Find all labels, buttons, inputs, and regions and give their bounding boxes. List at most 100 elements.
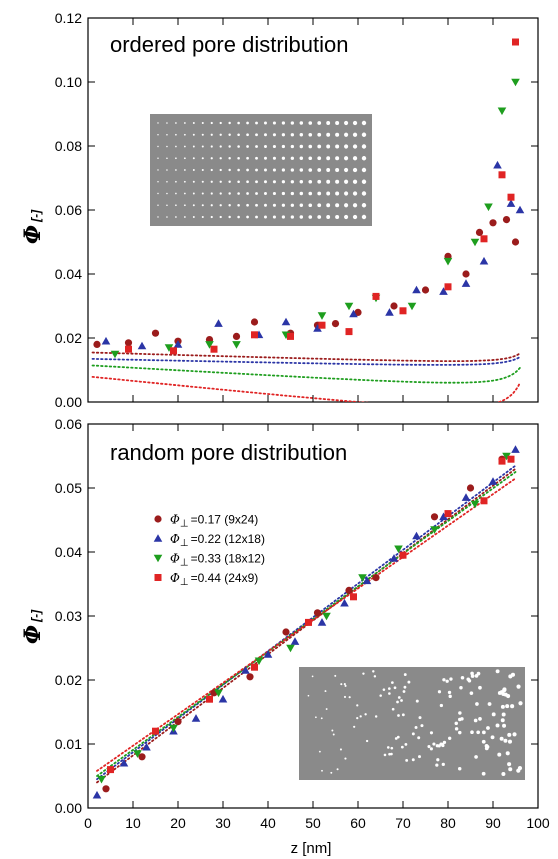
pore-dot: [503, 692, 508, 697]
pore-dot: [299, 133, 304, 137]
pore-dot: [255, 203, 258, 207]
data-point-series-2: [214, 319, 223, 327]
pore-dot: [192, 180, 195, 183]
y-tick-label: 0.06: [55, 202, 82, 218]
pore-dot: [183, 157, 186, 160]
pore-dot: [183, 122, 186, 124]
pore-dot: [497, 752, 502, 757]
pore-dot: [299, 168, 304, 172]
pore-dot: [210, 168, 213, 172]
pore-dot: [317, 179, 322, 184]
pore-dot: [344, 156, 349, 161]
pore-dot: [365, 739, 369, 743]
pore-dot: [390, 746, 394, 750]
pore-dot: [405, 758, 409, 762]
pore-dot: [326, 156, 331, 161]
pore-dot: [518, 701, 523, 706]
pore-dot: [237, 121, 240, 125]
pore-dot: [201, 157, 204, 160]
data-point-series-3: [232, 341, 241, 349]
pore-dot: [263, 180, 267, 184]
pore-dot: [219, 121, 222, 125]
pore-dot: [495, 669, 500, 674]
pore-dot: [400, 745, 404, 749]
data-point-series-2: [263, 650, 273, 658]
pore-dot: [352, 132, 358, 137]
pore-dot: [228, 157, 231, 160]
data-point-series-3: [502, 452, 511, 461]
data-point-series-2: [389, 554, 399, 562]
pore-dot: [335, 167, 340, 173]
pore-dot: [263, 133, 267, 137]
x-tick-label: 40: [260, 815, 276, 831]
y-axis-label-top: Φ[-]: [20, 209, 46, 244]
fit-line-series-1: [91, 351, 521, 363]
pore-dot: [508, 674, 513, 679]
pore-dot: [290, 168, 295, 172]
x-tick-label: 70: [395, 815, 411, 831]
pore-dot: [308, 144, 313, 149]
pore-dot: [192, 204, 195, 207]
data-point-series-4: [287, 332, 294, 340]
pore-dot: [192, 192, 195, 195]
pore-dot: [290, 156, 295, 160]
data-point-series-3: [214, 689, 223, 698]
pore-dot: [344, 214, 349, 220]
data-point-series-1: [430, 513, 439, 521]
pore-dot: [476, 730, 481, 735]
pore-dot: [308, 191, 313, 196]
pore-dot: [272, 203, 276, 207]
y-tick-label: 0.06: [55, 416, 82, 432]
pore-dot: [317, 144, 322, 149]
pore-dot: [335, 191, 340, 196]
data-point-series-4: [318, 321, 326, 329]
pore-dot: [487, 702, 492, 706]
pore-dot: [255, 121, 258, 125]
pore-dot: [344, 179, 349, 184]
pore-dot: [499, 736, 504, 741]
data-point-series-2: [137, 341, 147, 350]
pore-dot: [344, 191, 349, 196]
pore-dot: [299, 144, 304, 149]
pore-dot: [414, 725, 418, 729]
pore-dot: [157, 216, 159, 218]
y-tick-label: 0.05: [55, 480, 82, 496]
pore-dot: [507, 732, 512, 737]
pore-dot: [373, 675, 377, 678]
pore-dot: [481, 730, 486, 735]
pore-dot: [486, 726, 490, 730]
pore-dot: [364, 713, 367, 716]
data-point-series-2: [439, 287, 448, 295]
data-point-series-3: [470, 238, 480, 247]
pore-dot: [246, 168, 249, 172]
data-point-series-3: [110, 350, 120, 359]
pore-dot: [391, 681, 394, 684]
pore-dot: [420, 724, 424, 728]
data-point-series-2: [412, 531, 421, 540]
pore-dot: [246, 192, 249, 195]
data-point-series-2: [218, 694, 228, 703]
pore-dot: [281, 144, 286, 149]
pore-dot: [281, 180, 286, 184]
pore-dot: [166, 192, 168, 195]
pore-dot: [404, 742, 408, 746]
pore-dot: [335, 179, 340, 184]
pore-dot: [183, 145, 186, 148]
data-point-series-4: [251, 331, 258, 339]
fit-line-series-3: [91, 364, 521, 384]
data-point-series-4: [251, 663, 258, 671]
pore-dot: [166, 145, 168, 148]
pore-dot: [228, 204, 231, 207]
pore-dot: [219, 192, 222, 195]
data-point-series-1: [282, 628, 290, 636]
pore-dot: [394, 737, 398, 740]
pore-dot: [435, 763, 439, 767]
pore-dot: [379, 694, 382, 697]
pore-dot: [448, 736, 452, 740]
pore-dot: [361, 132, 367, 137]
pore-dot: [353, 725, 356, 728]
pore-dot: [344, 132, 349, 137]
pore-dot: [308, 156, 313, 161]
pore-dot: [325, 708, 328, 710]
